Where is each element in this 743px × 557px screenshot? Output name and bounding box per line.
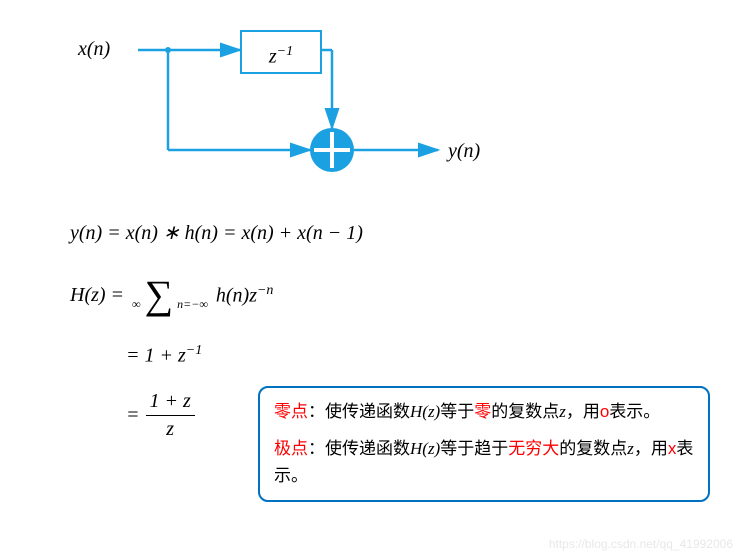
pole-label: 极点 xyxy=(274,439,308,458)
hz-fraction: 1 + z z xyxy=(146,390,195,441)
zero-c: 的复数点 xyxy=(491,402,559,421)
junction-dot xyxy=(165,47,171,53)
hz-line2-prefix: = 1 + z xyxy=(126,345,186,367)
zero-z: z xyxy=(559,402,566,421)
summing-node xyxy=(310,128,354,172)
watermark: https://blog.csdn.net/qq_41992006 xyxy=(549,537,733,551)
hz-lhs: H(z) = xyxy=(70,284,124,307)
hz-line2-exp: −1 xyxy=(186,343,202,358)
pole-b: 等于趋于 xyxy=(440,439,508,458)
signal-flow-diagram: x(n) z−1 y(n) xyxy=(60,20,520,200)
delay-exp: −1 xyxy=(277,44,293,59)
pole-red1: 无穷大 xyxy=(508,439,559,458)
frac-den: z xyxy=(146,418,195,441)
pole-hz: H(z) xyxy=(410,439,440,458)
sum-body-base: h(n)z xyxy=(216,284,257,306)
zero-red1: 零 xyxy=(474,402,491,421)
pole-c: 的复数点 xyxy=(559,439,627,458)
callout-box: 零点：使传递函数H(z)等于零的复数点z，用o表示。 极点：使传递函数H(z)等… xyxy=(258,386,710,502)
sigma-symbol: ∞ ∑ n=−∞ xyxy=(132,275,208,315)
sum-body-exp: −n xyxy=(257,283,273,298)
frac-bar xyxy=(146,415,195,416)
zero-hz: H(z) xyxy=(410,402,440,421)
delay-block: z−1 xyxy=(240,30,322,74)
input-label: x(n) xyxy=(78,38,110,61)
y-equation: y(n) = x(n) ∗ h(n) = x(n) + x(n − 1) xyxy=(70,220,723,245)
frac-num: 1 + z xyxy=(146,390,195,413)
zero-e: 表示。 xyxy=(609,402,660,421)
sum-body: h(n)z−n xyxy=(216,283,274,308)
zero-red2: o xyxy=(600,402,609,421)
pole-a: ：使传递函数 xyxy=(308,439,410,458)
hz-line3-lhs: = xyxy=(126,404,140,427)
pole-definition: 极点：使传递函数H(z)等于趋于无穷大的复数点z，用x表示。 xyxy=(274,435,694,489)
hz-line1: H(z) = ∞ ∑ n=−∞ h(n)z−n xyxy=(70,275,723,315)
pole-z: z xyxy=(627,439,634,458)
output-label: y(n) xyxy=(448,140,480,163)
sum-upper: ∞ xyxy=(132,297,141,311)
delay-base: z xyxy=(269,46,277,68)
pole-d: ，用 xyxy=(634,439,668,458)
sum-cross-v xyxy=(330,132,334,168)
sigma-glyph: ∑ xyxy=(145,272,174,317)
zero-a: ：使传递函数 xyxy=(308,402,410,421)
sum-lower: n=−∞ xyxy=(177,297,208,311)
zero-b: 等于 xyxy=(440,402,474,421)
zero-d: ，用 xyxy=(566,402,600,421)
zero-definition: 零点：使传递函数H(z)等于零的复数点z，用o表示。 xyxy=(274,398,694,425)
zero-label: 零点 xyxy=(274,402,308,421)
hz-line2: = 1 + z−1 xyxy=(126,343,723,368)
